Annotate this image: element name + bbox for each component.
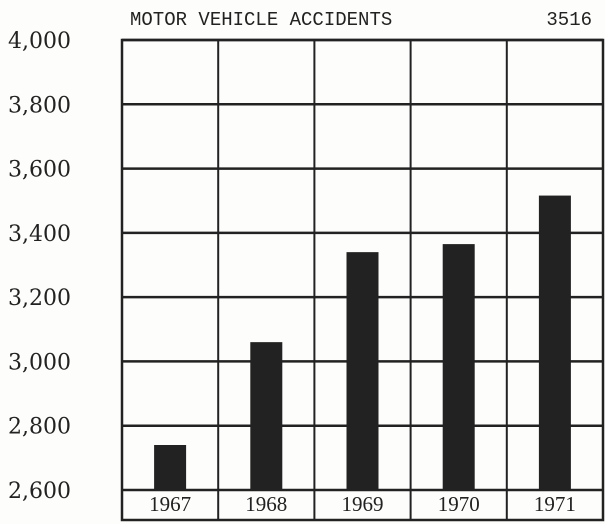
y-tick-label: 2,800 — [8, 415, 71, 440]
y-tick-label: 3,600 — [8, 158, 71, 183]
y-tick-label: 3,200 — [8, 286, 71, 311]
chart-title: MOTOR VEHICLE ACCIDENTS — [130, 9, 392, 31]
x-tick-label: 1969 — [342, 492, 384, 516]
bar — [538, 195, 571, 491]
y-tick-label: 3,400 — [8, 222, 71, 247]
x-tick-label: 1970 — [438, 492, 480, 516]
bar — [442, 244, 475, 490]
bar — [346, 252, 379, 490]
y-tick-label: 3,000 — [8, 350, 71, 375]
y-tick-label: 4,000 — [8, 29, 71, 54]
annotation: 3516 — [546, 9, 592, 31]
bar — [250, 342, 283, 490]
bar — [154, 445, 187, 490]
y-tick-label: 3,800 — [8, 93, 71, 118]
x-tick-label: 1971 — [534, 492, 576, 516]
x-tick-label: 1968 — [245, 492, 287, 516]
x-tick-label: 1967 — [149, 492, 191, 516]
y-tick-label: 2,600 — [8, 479, 71, 504]
